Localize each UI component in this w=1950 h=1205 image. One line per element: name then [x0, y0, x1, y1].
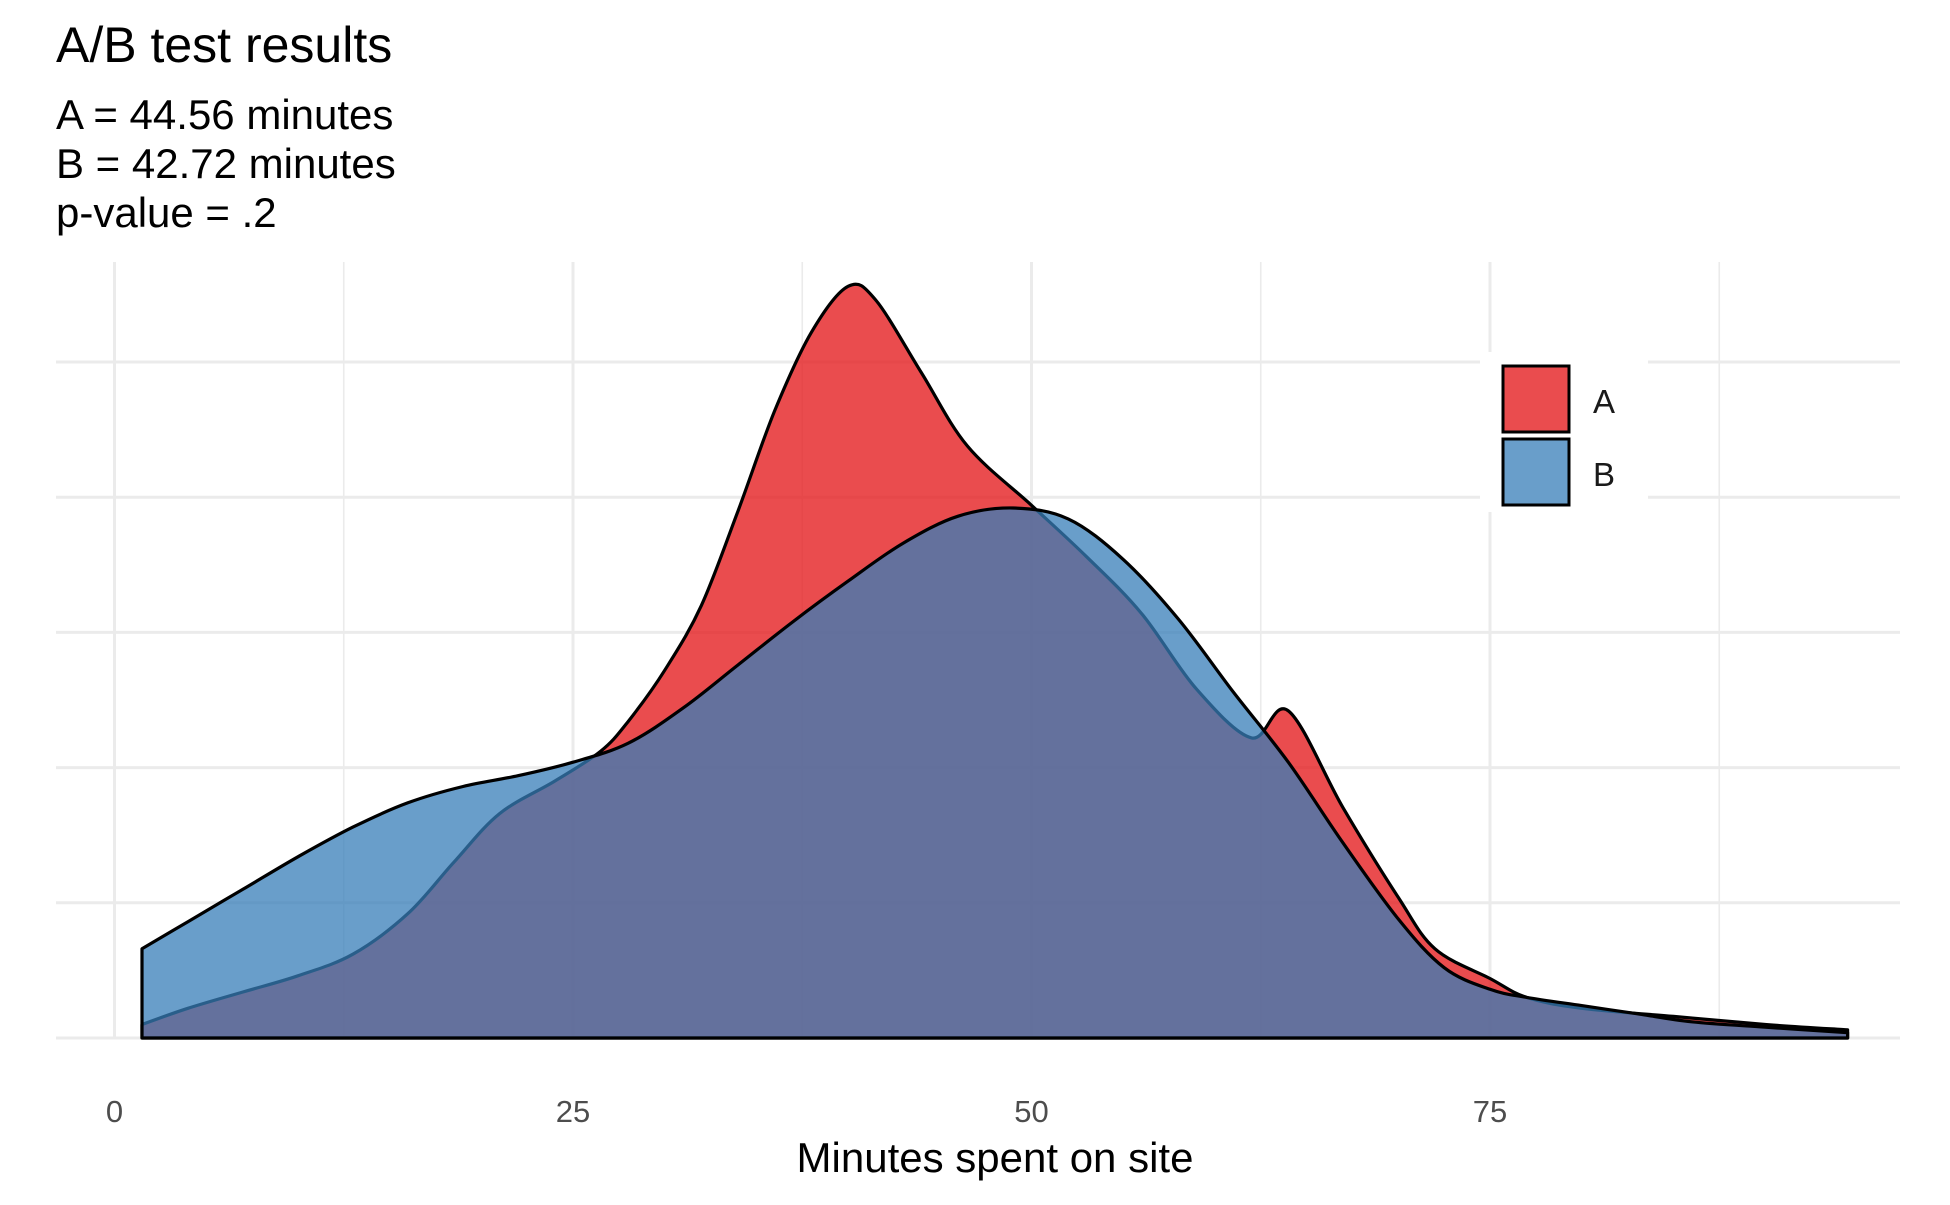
subtitle-line-pvalue: p-value = .2	[56, 189, 277, 236]
subtitle-line-a: A = 44.56 minutes	[56, 91, 393, 138]
legend-key-a	[1501, 364, 1571, 434]
x-tick-label: 25	[556, 1094, 590, 1129]
x-tick-label: 75	[1473, 1094, 1507, 1129]
subtitle-line-b: B = 42.72 minutes	[56, 140, 396, 187]
legend: A B	[1480, 352, 1648, 512]
x-tick-label: 50	[1014, 1094, 1048, 1129]
density-area-b	[140, 506, 1850, 1040]
chart-title: A/B test results	[56, 17, 392, 73]
x-axis-ticks: 0 25 50 75	[106, 1094, 1507, 1129]
x-axis-title: Minutes spent on site	[797, 1134, 1194, 1181]
density-areas	[140, 282, 1850, 1040]
legend-key-b	[1501, 437, 1571, 507]
x-tick-label: 0	[106, 1094, 123, 1129]
legend-label-a: A	[1593, 383, 1615, 420]
legend-label-b: B	[1593, 456, 1615, 493]
